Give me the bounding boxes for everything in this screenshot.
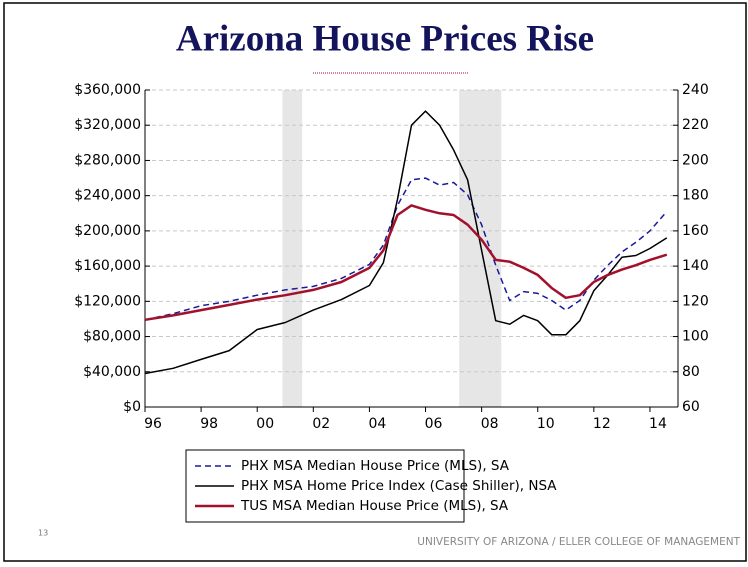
series-line <box>144 204 668 322</box>
series-line <box>144 177 668 321</box>
y-tick-label: $120,000 <box>74 293 141 309</box>
x-tick-label: 98 <box>200 416 218 432</box>
series-line <box>144 110 668 375</box>
y-tick-label: $360,000 <box>74 82 141 98</box>
x-tick-label: 08 <box>481 416 499 432</box>
y2-tick-label: 100 <box>682 329 709 345</box>
y2-tick-label: 120 <box>682 293 709 309</box>
legend-label: TUS MSA Median House Price (MLS), SA <box>240 498 509 514</box>
y-tick-label: $80,000 <box>83 329 141 345</box>
slide-title: Arizona House Prices Rise <box>176 18 594 59</box>
x-tick-label: 14 <box>649 416 667 432</box>
legend-label: PHX MSA Home Price Index (Case Shiller),… <box>241 478 557 494</box>
x-tick-label: 04 <box>369 416 387 432</box>
slide-number: 13 <box>38 529 48 538</box>
y-tick-label: $200,000 <box>74 223 141 239</box>
x-tick-label: 10 <box>537 416 555 432</box>
y-tick-label: $280,000 <box>74 152 141 168</box>
y2-tick-label: 240 <box>682 82 709 98</box>
x-tick-label: 02 <box>312 416 330 432</box>
footer: UNIVERSITY OF ARIZONA / ELLER COLLEGE OF… <box>417 536 740 548</box>
y2-tick-label: 220 <box>682 117 709 133</box>
y2-tick-label: 140 <box>682 258 709 274</box>
y2-tick-label: 160 <box>682 223 709 239</box>
x-tick-label: 06 <box>425 416 443 432</box>
y-tick-label: $0 <box>123 399 141 415</box>
y-tick-label: $240,000 <box>74 188 141 204</box>
legend-label: PHX MSA Median House Price (MLS), SA <box>241 458 510 474</box>
y2-tick-label: 200 <box>682 152 709 168</box>
x-tick-label: 12 <box>593 416 611 432</box>
y2-tick-label: 80 <box>682 364 700 380</box>
y2-tick-label: 180 <box>682 188 709 204</box>
x-tick-label: 96 <box>144 416 162 432</box>
x-tick-label: 00 <box>256 416 274 432</box>
y-tick-label: $160,000 <box>74 258 141 274</box>
y2-tick-label: 60 <box>682 399 700 415</box>
recession-shade <box>282 90 303 407</box>
slide-frame <box>3 2 747 562</box>
y-tick-label: $40,000 <box>83 364 141 380</box>
y-tick-label: $320,000 <box>74 117 141 133</box>
recession-shade <box>459 90 502 407</box>
